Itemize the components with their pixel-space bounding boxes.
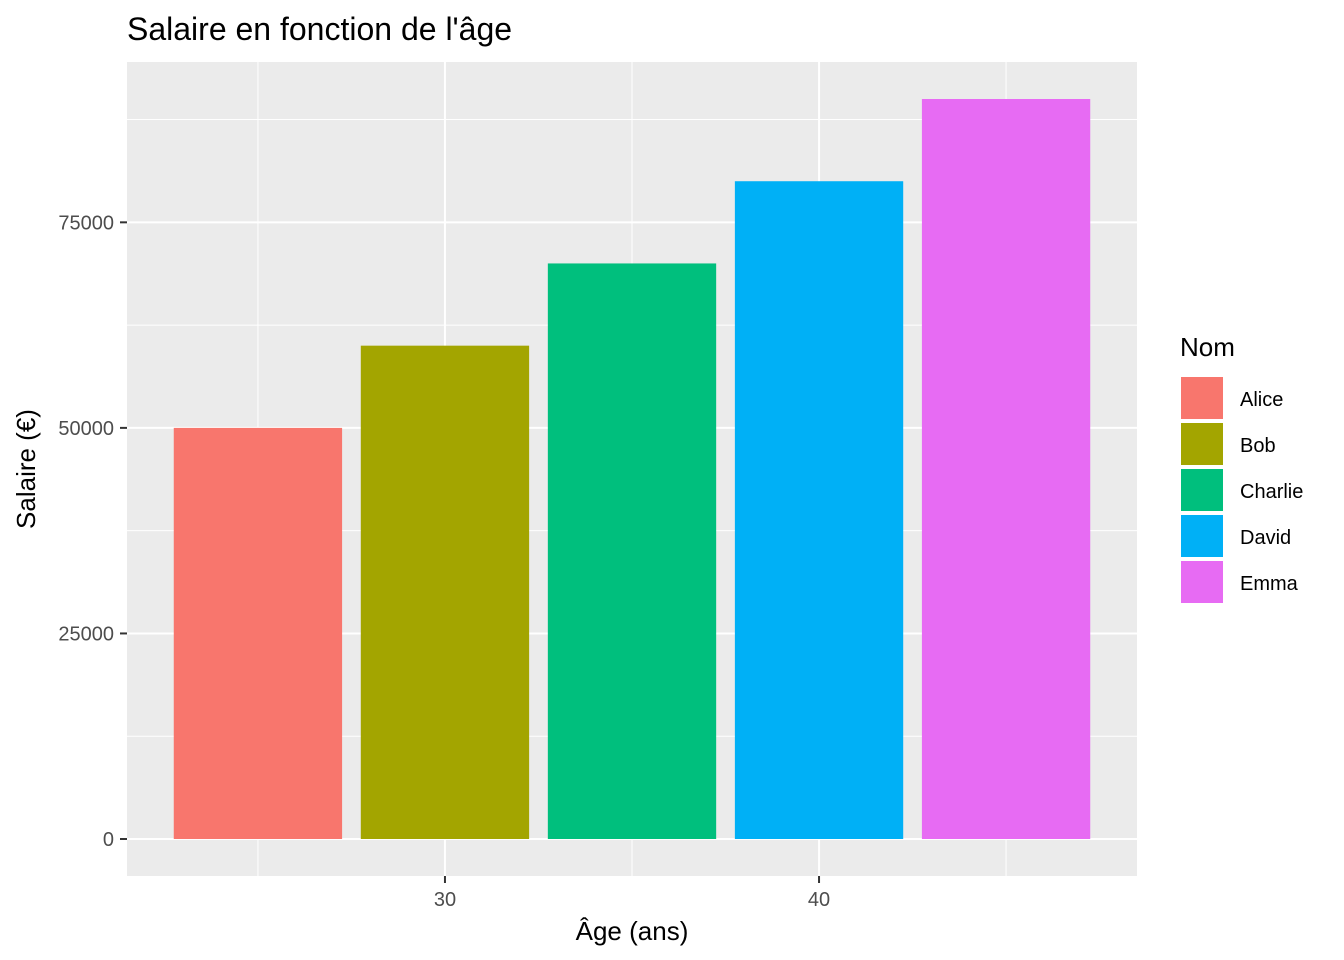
legend-label-emma: Emma — [1240, 573, 1299, 595]
y-tick-label: 75000 — [58, 212, 114, 234]
y-tick-label: 50000 — [58, 418, 114, 440]
y-tick-label: 25000 — [58, 623, 114, 645]
legend-key-bob — [1179, 421, 1225, 467]
legend-key-charlie — [1179, 467, 1225, 513]
bar-emma — [921, 99, 1091, 839]
bar-alice — [173, 427, 343, 839]
y-tick-label: 0 — [103, 829, 114, 851]
legend-key-emma — [1179, 559, 1225, 605]
bars — [173, 99, 1091, 839]
legend-key-alice — [1179, 375, 1225, 421]
x-tick-label: 30 — [434, 889, 456, 911]
legend-label-david: David — [1240, 527, 1291, 549]
legend-label-bob: Bob — [1240, 435, 1276, 457]
legend: Alice Bob Charlie David Emma — [1179, 375, 1303, 605]
legend-key-david — [1179, 513, 1225, 559]
x-axis-title: Âge (ans) — [576, 916, 689, 946]
chart-title: Salaire en fonction de l'âge — [127, 11, 512, 47]
legend-title: Nom — [1180, 332, 1235, 362]
legend-label-alice: Alice — [1240, 389, 1283, 411]
axis-ticks: 0 25000 50000 75000 30 40 — [58, 212, 830, 911]
legend-label-charlie: Charlie — [1240, 481, 1303, 503]
bar-charlie — [547, 263, 717, 839]
x-tick-label: 40 — [808, 889, 830, 911]
y-axis-title: Salaire (€) — [11, 409, 41, 529]
bar-bob — [360, 345, 530, 839]
bar-david — [734, 181, 904, 839]
